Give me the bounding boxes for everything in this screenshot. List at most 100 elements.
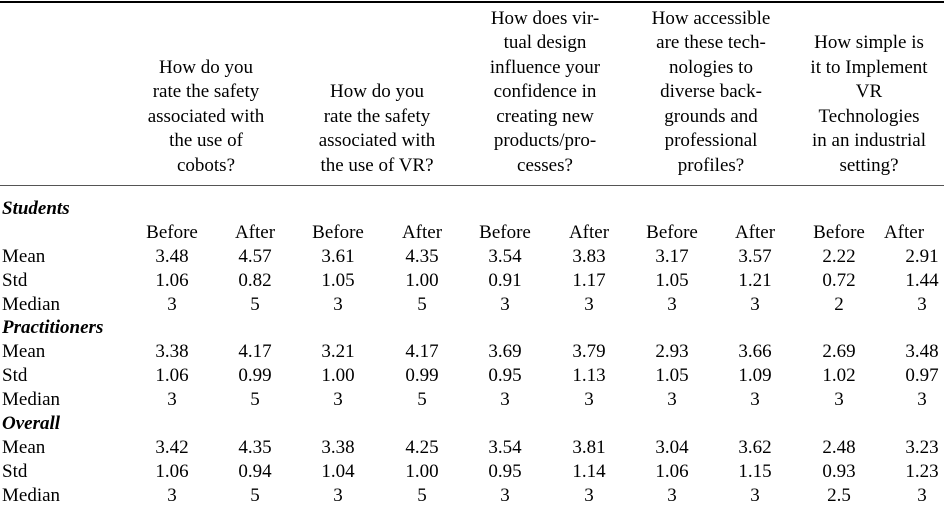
table-cell: 1.05 xyxy=(655,270,689,291)
table-cell: 1.04 xyxy=(321,461,355,482)
table-cell: 3 xyxy=(167,485,177,506)
after-header: After xyxy=(234,222,276,243)
header-rule xyxy=(0,185,944,186)
header-line: professional xyxy=(664,130,758,151)
table-cell: 5 xyxy=(250,485,260,506)
row-label: Mean xyxy=(2,437,46,458)
table-cell: 3 xyxy=(750,389,760,410)
column-header: How do you rate the safety associated with… xyxy=(126,56,286,179)
before-header: Before xyxy=(479,222,531,243)
table-cell: 2.91 xyxy=(905,246,939,267)
table-cell: 3.62 xyxy=(738,437,772,458)
table-cell: 0.95 xyxy=(488,461,522,482)
table-cell: 3 xyxy=(333,389,343,410)
header-line: grounds and xyxy=(664,105,758,127)
table-cell: 2.22 xyxy=(822,246,856,267)
after-header: After xyxy=(401,222,443,243)
table-cell: 3 xyxy=(500,485,510,506)
table-cell: 3.69 xyxy=(488,341,522,362)
table-cell: 3 xyxy=(333,485,343,506)
table-cell: 3.83 xyxy=(572,246,606,267)
row-label: Std xyxy=(2,461,28,482)
table-cell: 1.17 xyxy=(572,270,606,291)
header-line: profiles? xyxy=(677,154,745,176)
header-line: confidence in xyxy=(493,81,597,102)
after-header: After xyxy=(883,222,925,243)
table-cell: 1.21 xyxy=(738,270,772,291)
header-line: associated with xyxy=(147,105,265,127)
row-label: Median xyxy=(2,294,61,315)
table-cell: 3.04 xyxy=(655,437,689,458)
table-cell: 3 xyxy=(584,389,594,410)
table-cell: 0.72 xyxy=(822,270,856,291)
column-header: How do you rate the safety associated with… xyxy=(297,80,457,178)
header-line: How do you xyxy=(330,81,424,102)
header-line: are these tech- xyxy=(656,32,766,53)
table-cell: 3.48 xyxy=(905,341,939,362)
column-header: How accessible are these tech-nologies to… xyxy=(631,7,791,179)
table-cell: 3.21 xyxy=(321,341,355,362)
table-cell: 5 xyxy=(417,485,427,506)
table-cell: 1.05 xyxy=(321,270,355,291)
header-line: cobots? xyxy=(176,154,236,176)
table-cell: 1.44 xyxy=(905,270,939,291)
table-cell: 4.25 xyxy=(405,437,439,458)
header-line: setting? xyxy=(839,154,899,176)
table-cell: 3 xyxy=(667,294,677,315)
row-label: Std xyxy=(2,270,28,291)
before-header: Before xyxy=(646,222,698,243)
group-label: Overall xyxy=(2,413,61,434)
after-header: After xyxy=(568,222,610,243)
table-cell: 1.15 xyxy=(738,461,772,482)
table-cell: 3.66 xyxy=(738,341,772,362)
header-line: products/pro- xyxy=(493,130,597,151)
table-cell: 0.93 xyxy=(822,461,856,482)
table-cell: 3 xyxy=(667,389,677,410)
header-line: rate the safety xyxy=(323,105,431,127)
table-cell: 1.09 xyxy=(738,365,772,386)
header-line: influence your xyxy=(489,56,601,78)
table-cell: 3.54 xyxy=(488,246,522,267)
table-cell: 3.61 xyxy=(321,246,355,267)
table-cell: 3 xyxy=(834,389,844,410)
group-label: Practitioners xyxy=(2,317,104,338)
table-cell: 5 xyxy=(417,389,427,410)
table-cell: 3 xyxy=(750,485,760,506)
table-cell: 3.17 xyxy=(655,246,689,267)
table-cell: 3 xyxy=(167,389,177,410)
table-cell: 1.06 xyxy=(155,365,189,386)
table-cell: 3.81 xyxy=(572,437,606,458)
after-header: After xyxy=(734,222,776,243)
header-line: creating new xyxy=(496,105,594,127)
table-cell: 1.00 xyxy=(405,270,439,291)
header-line: associated with xyxy=(318,130,436,151)
table-cell: 4.35 xyxy=(238,437,272,458)
table-cell: 3.57 xyxy=(738,246,772,267)
table-cell: 3 xyxy=(667,485,677,506)
table-cell: 3 xyxy=(917,389,927,410)
table-cell: 3 xyxy=(167,294,177,315)
table-cell: 3 xyxy=(917,294,927,315)
header-line: diverse back- xyxy=(660,81,762,102)
row-label: Mean xyxy=(2,246,46,267)
header-line: rate the safety xyxy=(152,81,260,102)
header-line: the use of xyxy=(169,130,243,151)
table-cell: 0.94 xyxy=(238,461,272,482)
table-cell: 3.79 xyxy=(572,341,606,362)
table-cell: 5 xyxy=(250,389,260,410)
header-line: How do you xyxy=(159,56,253,78)
header-line: it to Implement xyxy=(810,56,928,78)
table-cell: 4.17 xyxy=(238,341,272,362)
table-cell: 3 xyxy=(584,485,594,506)
table-cell: 3.23 xyxy=(905,437,939,458)
table-cell: 5 xyxy=(250,294,260,315)
group-label: Students xyxy=(2,198,70,219)
table-cell: 1.06 xyxy=(655,461,689,482)
row-label: Std xyxy=(2,365,28,386)
header-line: Technologies xyxy=(818,105,920,127)
before-header: Before xyxy=(146,222,198,243)
table-cell: 3.54 xyxy=(488,437,522,458)
table-cell: 2.93 xyxy=(655,341,689,362)
table-cell: 1.05 xyxy=(655,365,689,386)
